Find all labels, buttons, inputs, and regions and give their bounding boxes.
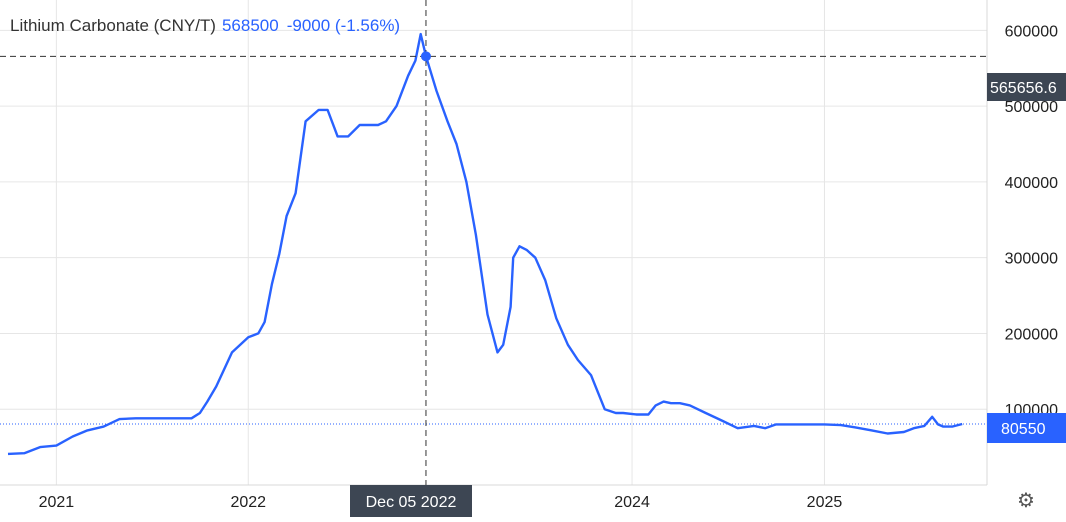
x-tick-label: 2022 [230, 494, 266, 511]
price-series-line [7, 32, 963, 456]
last-price-label: 80550 [987, 413, 1066, 443]
y-tick-label: 200000 [1005, 326, 1058, 343]
x-axis: 2021 2022 2024 2025 [39, 494, 843, 511]
y-tick-label: 500000 [1005, 99, 1058, 116]
y-tick-label: 600000 [1005, 23, 1058, 40]
crosshair-point [420, 51, 431, 62]
x-tick-label: 2025 [807, 494, 843, 511]
chart-legend: Lithium Carbonate (CNY/T) 568500 -9000 (-1… [10, 16, 400, 36]
last-value: 568500 [221, 16, 279, 35]
crosshair-value-text: 565656.6 [990, 80, 1057, 97]
x-tick-label: 2024 [614, 494, 650, 511]
x-tick-label: 2021 [39, 494, 75, 511]
crosshair-date-text: Dec 05 2022 [366, 494, 457, 511]
grid-lines [0, 0, 987, 485]
crosshair-date-label: Dec 05 2022 [350, 485, 472, 517]
price-change: -9000 (-1.56%) [286, 16, 401, 35]
gear-icon[interactable]: ⚙ [1017, 490, 1035, 512]
y-tick-label: 300000 [1005, 251, 1058, 268]
series-name: Lithium Carbonate (CNY/T) [10, 16, 216, 35]
y-tick-label: 400000 [1005, 175, 1058, 192]
last-price-text: 80550 [1001, 421, 1046, 438]
crosshair-value-label: 565656.6 [987, 73, 1066, 101]
